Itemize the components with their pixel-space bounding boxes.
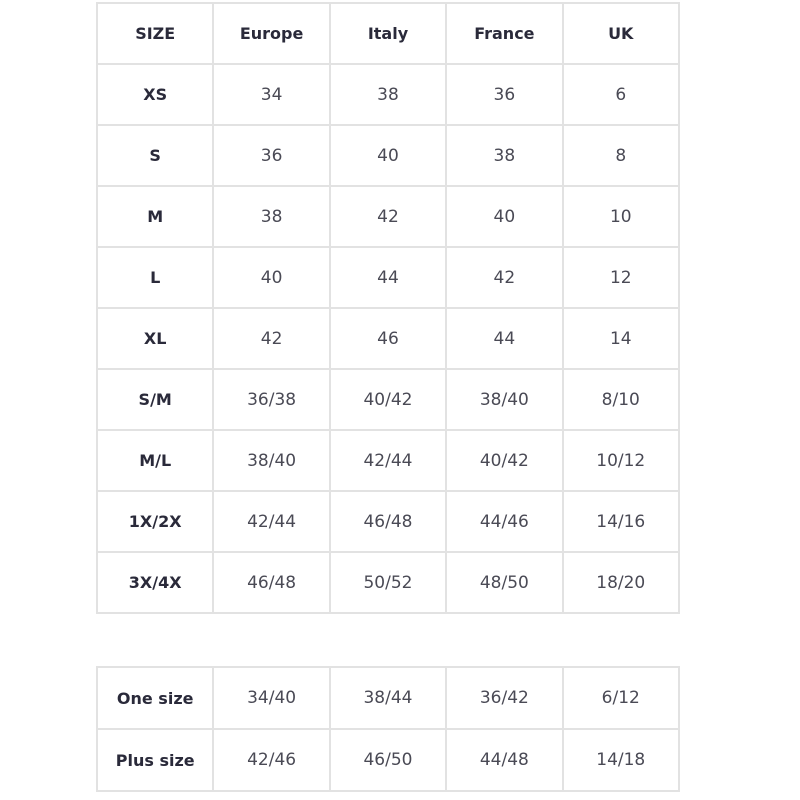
table-row: Plus size 42/46 46/50 44/48 14/18 — [95, 728, 680, 792]
size-value-cell: 46/48 — [328, 490, 448, 553]
size-value-cell: 46/48 — [212, 551, 331, 614]
size-value-cell: 8 — [561, 124, 680, 187]
column-header: SIZE — [95, 2, 215, 65]
size-label-cell: 3X/4X — [95, 551, 215, 614]
size-value-cell: 38/44 — [328, 666, 448, 730]
header-row: SIZE Europe Italy France UK — [95, 2, 680, 65]
table-row: L 40 44 42 12 — [95, 246, 680, 309]
table-row: S/M 36/38 40/42 38/40 8/10 — [95, 368, 680, 431]
table-row: M 38 42 40 10 — [95, 185, 680, 248]
size-value-cell: 48/50 — [445, 551, 564, 614]
size-label-cell: One size — [95, 666, 215, 730]
size-label-cell: S/M — [95, 368, 215, 431]
size-value-cell: 40 — [212, 246, 331, 309]
size-value-cell: 34 — [212, 63, 331, 126]
size-value-cell: 42/46 — [212, 728, 331, 792]
size-chart-table: SIZE Europe Italy France UK XS 34 38 36 6 S 36 40 38 8… — [95, 2, 680, 614]
size-value-cell: 38/40 — [212, 429, 331, 492]
size-value-cell: 38 — [445, 124, 564, 187]
table-row: M/L 38/40 42/44 40/42 10/12 — [95, 429, 680, 492]
table-row: XS 34 38 36 6 — [95, 63, 680, 126]
size-value-cell: 50/52 — [328, 551, 448, 614]
size-label-cell: 1X/2X — [95, 490, 215, 553]
size-value-cell: 34/40 — [212, 666, 331, 730]
size-value-cell: 44 — [328, 246, 448, 309]
size-label-cell: M — [95, 185, 215, 248]
size-value-cell: 44 — [445, 307, 564, 370]
size-label-cell: L — [95, 246, 215, 309]
special-size-table: One size 34/40 38/44 36/42 6/12 Plus size 42/4… — [95, 666, 680, 792]
size-value-cell: 38 — [328, 63, 448, 126]
size-value-cell: 10 — [561, 185, 680, 248]
size-value-cell: 8/10 — [561, 368, 680, 431]
size-value-cell: 14/16 — [561, 490, 680, 553]
column-header: France — [445, 2, 564, 65]
size-value-cell: 44/48 — [445, 728, 564, 792]
size-value-cell: 6 — [561, 63, 680, 126]
table-row: 1X/2X 42/44 46/48 44/46 14/16 — [95, 490, 680, 553]
table-row: XL 42 46 44 14 — [95, 307, 680, 370]
size-value-cell: 42 — [212, 307, 331, 370]
size-value-cell: 38 — [212, 185, 331, 248]
size-value-cell: 6/12 — [561, 666, 680, 730]
size-value-cell: 42 — [445, 246, 564, 309]
column-header: Europe — [212, 2, 331, 65]
column-header: Italy — [328, 2, 448, 65]
table-row: 3X/4X 46/48 50/52 48/50 18/20 — [95, 551, 680, 614]
size-value-cell: 14/18 — [561, 728, 680, 792]
size-value-cell: 36/38 — [212, 368, 331, 431]
column-header: UK — [561, 2, 680, 65]
size-label-cell: S — [95, 124, 215, 187]
size-value-cell: 42/44 — [212, 490, 331, 553]
size-value-cell: 40 — [328, 124, 448, 187]
size-value-cell: 36 — [212, 124, 331, 187]
size-value-cell: 36 — [445, 63, 564, 126]
size-value-cell: 46/50 — [328, 728, 448, 792]
size-value-cell: 46 — [328, 307, 448, 370]
size-value-cell: 14 — [561, 307, 680, 370]
size-value-cell: 18/20 — [561, 551, 680, 614]
size-label-cell: XL — [95, 307, 215, 370]
size-label-cell: XS — [95, 63, 215, 126]
size-label-cell: M/L — [95, 429, 215, 492]
size-value-cell: 40 — [445, 185, 564, 248]
size-label-cell: Plus size — [95, 728, 215, 792]
size-value-cell: 10/12 — [561, 429, 680, 492]
size-value-cell: 12 — [561, 246, 680, 309]
size-value-cell: 44/46 — [445, 490, 564, 553]
size-value-cell: 36/42 — [445, 666, 564, 730]
table-row: S 36 40 38 8 — [95, 124, 680, 187]
size-value-cell: 42 — [328, 185, 448, 248]
size-value-cell: 38/40 — [445, 368, 564, 431]
size-value-cell: 40/42 — [445, 429, 564, 492]
size-value-cell: 42/44 — [328, 429, 448, 492]
size-value-cell: 40/42 — [328, 368, 448, 431]
table-row: One size 34/40 38/44 36/42 6/12 — [95, 666, 680, 730]
